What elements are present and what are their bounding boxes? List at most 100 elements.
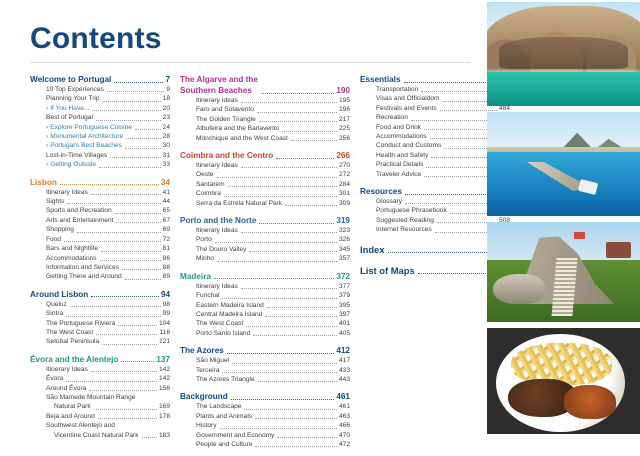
toc-entry[interactable]: The Landscape 461 [180,402,350,411]
toc-entry[interactable]: Information and Services 88 [30,263,170,272]
toc-entry[interactable]: › Explore Portuguese Cuisine 24 [30,123,170,132]
toc-entry[interactable]: › Getting Outside 33 [30,160,170,169]
toc-entry[interactable]: Oeste 272 [180,170,350,179]
toc-entry-label: Practical Details [376,161,424,169]
toc-entry[interactable]: Setúbal Peninsula 121 [30,337,170,346]
toc-entry[interactable]: The Azores Triangle 443 [180,375,350,384]
toc-section-title: Welcome to Portugal [30,75,112,84]
toc-entry-page: 461 [338,403,350,411]
toc-entry-label: Santarém [196,180,225,188]
toc-entry[interactable]: Around Évora 156 [30,384,170,393]
toc-section-page: 7 [165,75,170,84]
toc-section-header[interactable]: Porto and the Norte 319 [180,215,350,226]
toc-entry[interactable]: Plants and Animals 463 [180,412,350,421]
toc-entry[interactable]: Sights 44 [30,197,170,206]
toc-entry[interactable]: Food 72 [30,235,170,244]
toc-section-header[interactable]: Évora and the Alentejo 137 [30,354,170,365]
toc-section-header[interactable]: Around Lisbon 94 [30,289,170,300]
toc-section-header[interactable]: Lisbon 34 [30,177,170,188]
toc-entry[interactable]: People and Culture 472 [180,440,350,449]
toc-entry[interactable]: Central Madeira Island 397 [180,310,350,319]
toc-entry[interactable]: Porto 326 [180,235,350,244]
toc-entry[interactable]: Government and Economy 470 [180,431,350,440]
toc-entry[interactable]: › If You Have... 20 [30,104,170,113]
toc-entry[interactable]: Évora 142 [30,374,170,383]
toc-entry-label: Itinerary Ideas [196,227,238,235]
toc-entry[interactable]: Suggested Reading 508 [360,216,510,225]
toc-entry-page: 270 [338,162,350,170]
toc-entry[interactable]: Terceira 433 [180,366,350,375]
toc-entry[interactable]: Sports and Recreation 65 [30,206,170,215]
toc-entry[interactable]: › Monumental Architecture 28 [30,132,170,141]
toc-entry[interactable]: Itinerary Ideas 41 [30,188,170,197]
toc-entry[interactable]: Porto Santo Island 405 [180,329,350,338]
toc-entry[interactable]: The Portuguese Riviera 104 [30,319,170,328]
toc-entry[interactable]: Best of Portugal 23 [30,113,170,122]
toc-section-header[interactable]: Coimbra and the Centro 266 [180,150,350,161]
bullet-icon: › [46,133,49,141]
toc-entry-page: 98 [162,300,170,308]
toc-entry-line2[interactable]: Natural Park 169 [30,402,170,411]
toc-entry[interactable]: Bars and Nightlife 81 [30,244,170,253]
leader-dots [404,193,495,195]
toc-section-header[interactable]: The Azores 412 [180,345,350,356]
toc-entry[interactable]: Accommodations 86 [30,254,170,263]
toc-entry[interactable]: Monchique and the West Coast 256 [180,134,350,143]
toc-entry[interactable]: Lost-in-Time Villages 31 [30,151,170,160]
toc-entry[interactable]: The West Coast 401 [180,319,350,328]
toc-section-title: Resources [360,187,402,197]
toc-entry[interactable]: › Portugal's Best Beaches 30 [30,141,170,150]
leader-dots [265,316,337,318]
toc-section-header[interactable]: The Algarve and the Southern Beaches 190 [180,74,350,96]
toc-entry[interactable]: Arts and Entertainment 67 [30,216,170,225]
toc-entry[interactable]: Itinerary Ideas 142 [30,365,170,374]
toc-entry[interactable]: Faro and Sotavento 196 [180,105,350,114]
leader-dots [240,288,337,290]
toc-entry[interactable]: The Golden Triangle 217 [180,115,350,124]
toc-entry[interactable]: The Douro Valley 345 [180,245,350,254]
toc-entry-line1[interactable]: São Mamede Mountain Range [30,393,170,402]
toc-entry[interactable]: The West Coast 116 [30,328,170,337]
toc-entry-page: 443 [338,375,350,383]
leader-dots [240,232,337,234]
toc-entry-label: If You Have... [50,104,90,112]
toc-section-header[interactable]: Welcome to Portugal 7 [30,74,170,85]
toc-entry[interactable]: Itinerary Ideas 195 [180,96,350,105]
toc-entry[interactable]: Itinerary Ideas 377 [180,282,350,291]
toc-entry[interactable]: Planning Your Trip 18 [30,94,170,103]
toc-section-header[interactable]: Madeira 372 [180,271,350,282]
toc-entry-label: History [196,422,217,430]
leader-dots [436,222,497,224]
toc-entry[interactable]: Funchal 379 [180,291,350,300]
column-1: Welcome to Portugal 7 10 Top Experiences 9 P… [30,74,170,447]
toc-entry[interactable]: 10 Top Experiences 9 [30,85,170,94]
toc-entry[interactable]: Santarém 284 [180,180,350,189]
toc-entry[interactable]: Coimbra 301 [180,189,350,198]
toc-entry-label: Itinerary Ideas [196,282,238,290]
toc-entry-line2[interactable]: Vicentine Coast Natural Park 183 [30,431,170,440]
toc-entry[interactable]: Serra da Estrela Natural Park 309 [180,199,350,208]
toc-entry[interactable]: Albufeira and the Barlavento 225 [180,124,350,133]
toc-entry-label: Suggested Reading [376,216,434,224]
toc-entry[interactable]: Queluz 98 [30,300,170,309]
toc-entry[interactable]: Festivals and Events 484 [360,104,510,113]
toc-entry[interactable]: Minho 357 [180,254,350,263]
toc-entry[interactable]: Getting There and Around 89 [30,272,170,281]
toc-entry[interactable]: Shopping 69 [30,225,170,234]
toc-entry-line1[interactable]: Southwest Alentejo and [30,421,170,430]
toc-entry[interactable]: Itinerary Ideas 270 [180,161,350,170]
toc-entry[interactable]: History 466 [180,421,350,430]
toc-entry[interactable]: Eastern Madeira Island 395 [180,301,350,310]
toc-entry-page: 196 [338,106,350,114]
leader-dots [232,362,337,364]
toc-entry[interactable]: São Miguel 417 [180,356,350,365]
toc-entry[interactable]: Sintra 99 [30,309,170,318]
leader-dots [227,186,337,188]
toc-section-header[interactable]: Background 461 [180,391,350,402]
leader-dots [66,380,157,382]
leader-dots [223,195,337,197]
toc-entry-page: 33 [162,161,170,169]
toc-entry[interactable]: Beja and Around 178 [30,412,170,421]
toc-entry[interactable]: Itinerary Ideas 323 [180,226,350,235]
toc-entry-label: Best of Portugal [46,114,93,122]
